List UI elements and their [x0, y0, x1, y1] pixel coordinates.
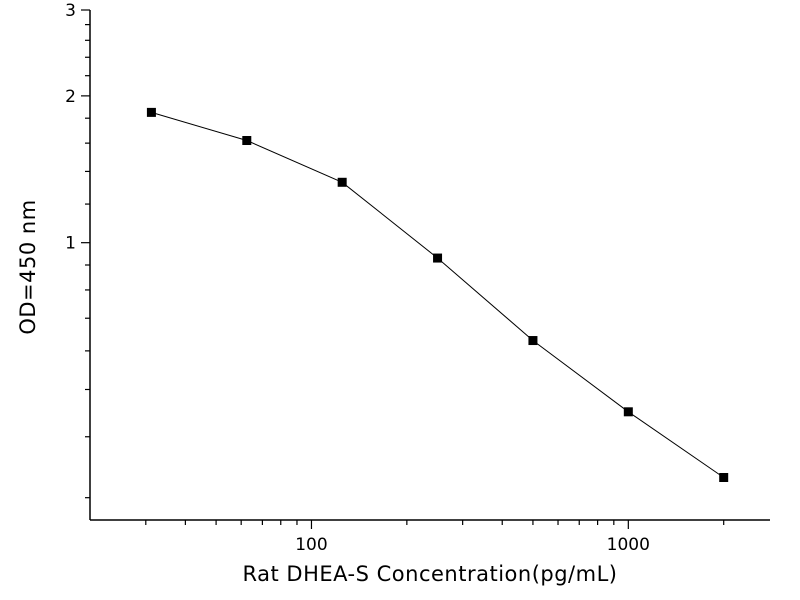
- data-point-marker: [528, 336, 538, 346]
- y-tick-label: 1: [65, 234, 76, 254]
- series-line: [151, 111, 724, 478]
- ticks: [81, 9, 725, 529]
- data-point-marker: [337, 177, 347, 187]
- x-tick-label: 1000: [607, 535, 650, 555]
- tick-labels: 1 2 3 100 1000: [65, 1, 650, 555]
- data-point-marker: [719, 472, 729, 482]
- y-tick-label: 3: [65, 1, 76, 21]
- data-point-marker: [433, 253, 443, 263]
- data-point-marker: [623, 407, 633, 417]
- series-markers: [146, 107, 729, 482]
- x-axis-title: Rat DHEA-S Concentration(pg/mL): [242, 562, 618, 586]
- data-point-marker: [146, 107, 156, 117]
- y-axis-title: OD=450 nm: [16, 199, 40, 335]
- y-tick-label: 2: [65, 87, 76, 107]
- x-tick-label: 100: [295, 535, 327, 555]
- axes: [89, 10, 770, 521]
- data-point-marker: [242, 136, 252, 146]
